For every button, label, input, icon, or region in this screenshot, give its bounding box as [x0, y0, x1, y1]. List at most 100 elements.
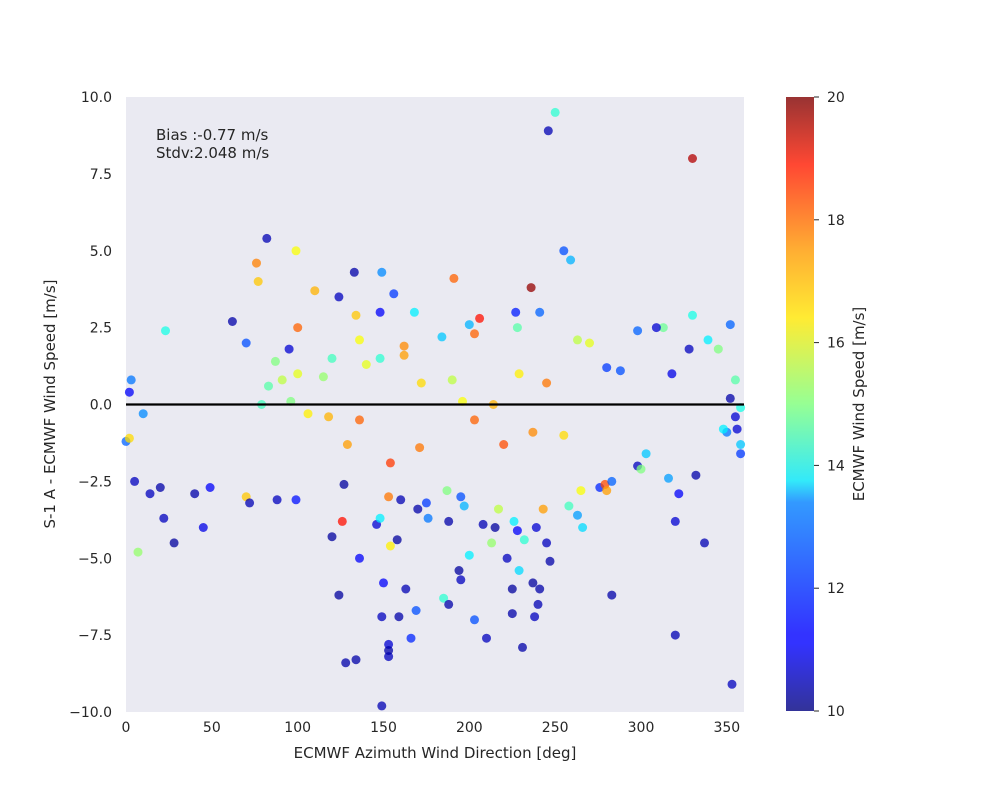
- scatter-point: [293, 369, 303, 379]
- scatter-point: [351, 655, 361, 665]
- y-tick-label: −7.5: [78, 628, 112, 644]
- scatter-point: [327, 353, 337, 363]
- scatter-point: [641, 449, 651, 459]
- x-axis-ticks: 0 50 100 150 200 250 300 350: [122, 720, 741, 736]
- scatter-point: [684, 344, 694, 354]
- scatter-point: [526, 283, 536, 293]
- scatter-point: [272, 495, 282, 505]
- scatter-point: [636, 464, 646, 474]
- scatter-point: [416, 378, 426, 388]
- y-axis-ticks: −10.0 −7.5 −5.0 −2.5 0.0 2.5 5.0 7.5 10.0: [69, 90, 112, 721]
- scatter-point: [291, 246, 301, 256]
- scatter-point: [124, 433, 134, 443]
- scatter-point: [130, 476, 140, 486]
- scatter-point: [399, 350, 409, 360]
- x-axis-label: ECMWF Azimuth Wind Direction [deg]: [294, 744, 577, 762]
- scatter-point: [512, 323, 522, 333]
- stdv-annotation: Stdv:2.048 m/s: [156, 144, 269, 162]
- scatter-point: [514, 566, 524, 575]
- scatter-point: [145, 489, 155, 499]
- colorbar-tick-label: 12: [827, 581, 845, 597]
- scatter-point: [385, 541, 395, 551]
- scatter-point: [531, 523, 541, 532]
- scatter-point: [245, 498, 255, 508]
- scatter-point: [688, 154, 697, 163]
- scatter-point: [573, 510, 582, 520]
- scatter-point: [602, 486, 612, 496]
- scatter-point: [133, 547, 143, 557]
- scatter-point: [713, 344, 723, 354]
- scatter-point: [355, 335, 364, 345]
- scatter-point: [688, 310, 697, 320]
- scatter-point: [718, 424, 728, 434]
- scatter-point: [730, 375, 740, 385]
- scatter-point: [732, 424, 742, 434]
- y-tick-label: −5.0: [78, 551, 112, 567]
- colorbar-tick-label: 10: [827, 704, 845, 720]
- scatter-point: [700, 538, 709, 548]
- scatter-point: [507, 609, 517, 619]
- scatter-point: [198, 523, 208, 532]
- scatter-point: [519, 535, 529, 545]
- y-tick-label: 5.0: [90, 244, 112, 260]
- colorbar-tick-label: 14: [827, 458, 845, 474]
- scatter-point: [454, 566, 464, 575]
- scatter-point: [444, 599, 454, 609]
- x-tick-label: 350: [713, 720, 740, 736]
- scatter-point: [602, 363, 612, 373]
- scatter-point: [377, 701, 387, 711]
- scatter-point: [573, 335, 582, 345]
- scatter-point: [409, 307, 419, 317]
- scatter-point: [545, 556, 555, 566]
- scatter-point: [576, 486, 586, 496]
- scatter-point: [379, 578, 388, 588]
- scatter-point: [413, 504, 423, 514]
- scatter-point: [566, 255, 576, 265]
- scatter-point: [406, 633, 416, 643]
- scatter-point: [538, 504, 548, 514]
- scatter-point: [550, 107, 560, 117]
- scatter-point: [736, 440, 746, 449]
- scatter-points: [121, 107, 746, 711]
- colorbar-tick-label: 16: [827, 336, 845, 352]
- scatter-point: [327, 532, 337, 542]
- scatter-point: [456, 575, 466, 585]
- scatter-point: [670, 630, 680, 640]
- x-tick-label: 100: [284, 720, 311, 736]
- y-tick-label: 10.0: [81, 90, 112, 106]
- scatter-point: [392, 535, 402, 545]
- scatter-point: [691, 470, 701, 480]
- scatter-point: [411, 606, 421, 615]
- scatter-point: [607, 590, 617, 600]
- scatter-point: [394, 612, 404, 622]
- scatter-point: [494, 504, 503, 514]
- scatter-point: [725, 320, 735, 330]
- scatter-point: [559, 246, 569, 256]
- scatter-point: [339, 479, 349, 489]
- scatter-point: [375, 307, 385, 317]
- scatter-point: [421, 498, 431, 508]
- scatter-point: [377, 267, 387, 277]
- scatter-point: [342, 440, 352, 449]
- scatter-point: [293, 323, 303, 333]
- scatter-point: [530, 612, 540, 622]
- scatter-point: [559, 430, 569, 440]
- scatter-point: [318, 372, 328, 382]
- scatter-point: [507, 584, 517, 594]
- scatter-point: [385, 458, 395, 468]
- scatter-point: [253, 277, 263, 286]
- scatter-point: [470, 615, 479, 625]
- y-tick-label: 7.5: [90, 167, 112, 183]
- scatter-point: [401, 584, 411, 594]
- scatter-point: [334, 590, 344, 600]
- scatter-point: [262, 233, 272, 243]
- scatter-point: [439, 593, 449, 603]
- scatter-point: [651, 323, 661, 333]
- scatter-point: [303, 409, 313, 419]
- scatter-point: [126, 375, 136, 385]
- y-tick-label: −10.0: [69, 705, 112, 721]
- colorbar-label: ECMWF Wind Speed [m/s]: [850, 307, 868, 502]
- colorbar-ticks: 10 12 14 16 18 20: [814, 90, 845, 720]
- scatter-point: [375, 513, 385, 523]
- scatter-point: [349, 267, 359, 277]
